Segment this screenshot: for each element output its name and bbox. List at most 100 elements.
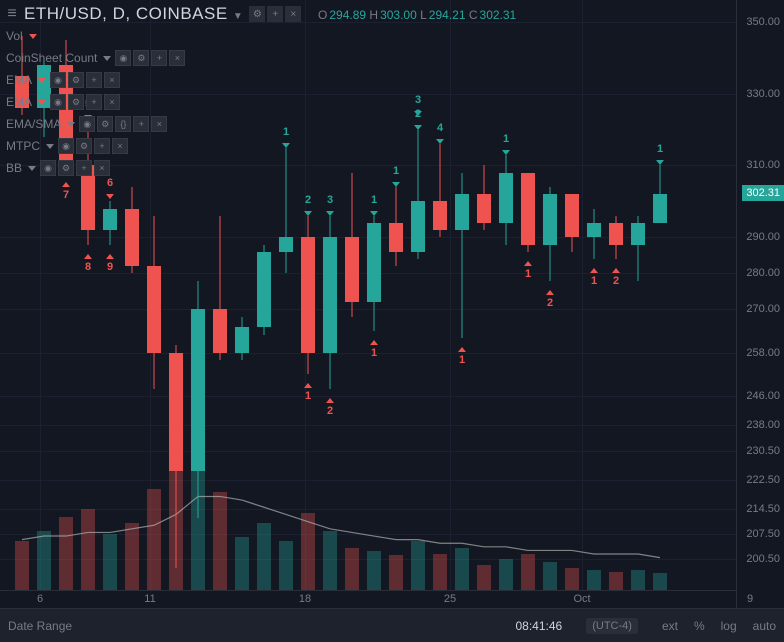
plus-icon[interactable]: +: [86, 72, 102, 88]
plus-icon[interactable]: +: [76, 160, 92, 176]
y-axis-tick: 350.00: [746, 16, 780, 28]
grid-line: [0, 396, 736, 397]
gear-icon[interactable]: ⚙: [249, 6, 265, 22]
volume-bar: [433, 554, 447, 590]
x-axis-tick: 11: [144, 593, 155, 605]
chart-header: ≡ ETH/USD, D, COINBASE ▼ ⚙ + ×: [6, 4, 301, 24]
chart-plot-area[interactable]: 78956121231112341112121: [0, 0, 736, 608]
y-axis-tick: 310.00: [746, 159, 780, 171]
volume-bar: [521, 554, 535, 590]
grid-line: [0, 451, 736, 452]
volume-bar: [367, 551, 381, 590]
chevron-down-icon: ▼: [233, 11, 243, 22]
gear-icon[interactable]: ⚙: [58, 160, 74, 176]
marker-label: 4: [437, 122, 443, 134]
ma-overlay: [0, 0, 736, 608]
price-axis[interactable]: 350.00330.00310.00302.31290.00280.00270.…: [736, 0, 784, 608]
x-icon[interactable]: ×: [94, 160, 110, 176]
marker-label: 1: [503, 133, 509, 145]
chevron-down-icon[interactable]: [46, 144, 54, 149]
date-range-button[interactable]: Date Range: [8, 619, 72, 633]
marker-label: 2: [547, 297, 553, 309]
ext-toggle[interactable]: ext: [662, 619, 678, 633]
symbol-menu-icon[interactable]: ≡: [6, 8, 18, 20]
triangle-down-icon: [414, 108, 422, 119]
marker-label: 1: [393, 165, 399, 177]
marker-label: 1: [283, 126, 289, 138]
indicator-row: BB ◉⚙+×: [6, 160, 110, 176]
indicator-label[interactable]: EMA: [6, 95, 32, 109]
chevron-down-icon[interactable]: [38, 100, 46, 105]
chevron-down-icon[interactable]: [103, 56, 111, 61]
close-icon[interactable]: ×: [285, 6, 301, 22]
chevron-down-icon[interactable]: [38, 78, 46, 83]
symbol-pair: ETH/USD: [24, 4, 102, 23]
time-axis[interactable]: 6111825Oct9: [0, 590, 736, 608]
x-icon[interactable]: ×: [112, 138, 128, 154]
y-axis-tick: 238.00: [746, 419, 780, 431]
triangle-down-icon: [502, 147, 510, 158]
y-axis-tick: 258.00: [746, 347, 780, 359]
plus-icon[interactable]: +: [133, 116, 149, 132]
triangle-down-icon: [304, 208, 312, 219]
gear-icon[interactable]: ⚙: [68, 94, 84, 110]
volume-bar: [15, 541, 29, 590]
current-price-tag: 302.31: [742, 185, 784, 201]
dot-icon[interactable]: ◉: [79, 116, 95, 132]
volume-bar: [653, 573, 667, 590]
ohlc-h-label: H: [369, 8, 378, 22]
dot-icon[interactable]: ◉: [58, 138, 74, 154]
volume-bar: [631, 570, 645, 590]
indicator-label[interactable]: EMA: [6, 73, 32, 87]
auto-toggle[interactable]: auto: [753, 619, 776, 633]
chevron-down-icon[interactable]: [67, 122, 75, 127]
x-axis-tick: 9: [747, 593, 753, 605]
x-icon[interactable]: ×: [151, 116, 167, 132]
chevron-down-icon[interactable]: [28, 166, 36, 171]
eye-icon[interactable]: ◉: [115, 50, 131, 66]
indicator-row: CoinSheet Count ◉⚙+×: [6, 50, 185, 66]
symbol-title[interactable]: ETH/USD, D, COINBASE ▼: [24, 4, 243, 24]
x-icon[interactable]: ×: [104, 94, 120, 110]
ohlc-display: O294.89 H303.00 L294.21 C302.31: [318, 8, 516, 22]
indicator-row: Vol: [6, 29, 37, 43]
indicator-tools: ◉⚙+×: [50, 72, 120, 88]
plus-icon[interactable]: +: [86, 94, 102, 110]
plus-icon[interactable]: +: [151, 50, 167, 66]
triangle-down-icon: [106, 191, 114, 202]
brackets-icon[interactable]: {}: [115, 116, 131, 132]
gear-icon[interactable]: ⚙: [76, 138, 92, 154]
grid-line: [0, 165, 736, 166]
marker-label: 7: [63, 189, 69, 201]
percent-toggle[interactable]: %: [694, 619, 705, 633]
dot-icon[interactable]: ◉: [40, 160, 56, 176]
plus-icon[interactable]: +: [94, 138, 110, 154]
dot-icon[interactable]: ◉: [50, 72, 66, 88]
x-icon[interactable]: ×: [104, 72, 120, 88]
volume-bar: [301, 513, 315, 590]
marker-label: 1: [657, 143, 663, 155]
indicator-row: EMA/SMA ◉⚙{}+×: [6, 116, 167, 132]
indicator-label[interactable]: BB: [6, 161, 22, 175]
indicator-label[interactable]: Vol: [6, 29, 23, 43]
gear-icon[interactable]: ⚙: [68, 72, 84, 88]
gear-icon[interactable]: ⚙: [97, 116, 113, 132]
log-toggle[interactable]: log: [721, 619, 737, 633]
gear-icon[interactable]: ⚙: [133, 50, 149, 66]
chevron-down-icon[interactable]: [29, 34, 37, 39]
indicator-label[interactable]: CoinSheet Count: [6, 51, 97, 65]
dot-icon[interactable]: ◉: [50, 94, 66, 110]
indicator-label[interactable]: EMA/SMA: [6, 117, 61, 131]
plus-icon[interactable]: +: [267, 6, 283, 22]
volume-bar: [147, 489, 161, 590]
grid-line: [0, 509, 736, 510]
marker-label: 9: [107, 261, 113, 273]
timezone-label[interactable]: (UTC-4): [586, 618, 638, 634]
x-icon[interactable]: ×: [169, 50, 185, 66]
y-axis-tick: 270.00: [746, 303, 780, 315]
symbol-exchange: COINBASE: [136, 4, 228, 23]
marker-label: 2: [613, 275, 619, 287]
indicator-label[interactable]: MTPC: [6, 139, 40, 153]
symbol-interval: D: [113, 4, 126, 23]
y-axis-tick: 290.00: [746, 231, 780, 243]
